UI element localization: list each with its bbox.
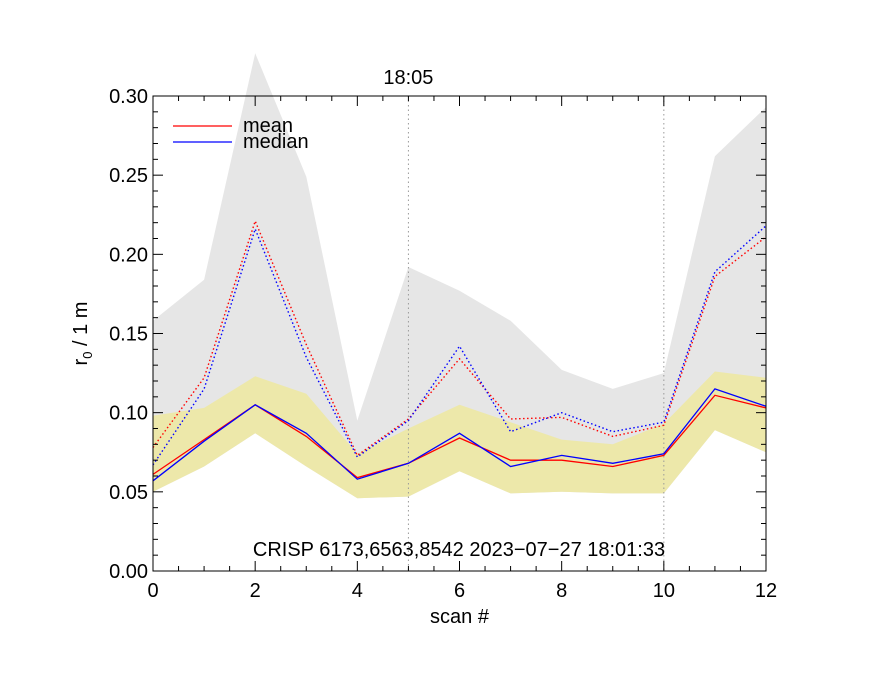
- x-tick-label: 0: [147, 580, 158, 602]
- band-full-range: [153, 53, 766, 499]
- y-axis-label: r0 / 1 m: [70, 302, 95, 366]
- x-tick-label: 4: [352, 580, 363, 602]
- y-tick-label: 0.15: [109, 324, 148, 346]
- y-tick-label: 0.20: [109, 244, 148, 266]
- time-markers: 18:05: [383, 67, 665, 571]
- y-tick-label: 0.30: [109, 86, 148, 108]
- series-line-3: [152, 219, 767, 457]
- x-tick-label: 6: [454, 580, 465, 602]
- x-tick-label: 8: [556, 580, 567, 602]
- y-axis-label-suffix: / 1 m: [70, 302, 92, 352]
- time-marker-label: 18:05: [383, 67, 433, 89]
- y-axis-label-subscript: 0: [80, 352, 95, 359]
- y-tick-label: 0.00: [109, 561, 148, 583]
- observation-annotation: CRISP 6173,6563,8542 2023−07−27 18:01:33: [253, 539, 665, 561]
- y-axis-label-main: r: [70, 358, 92, 365]
- axis-ticks: 0 2 4 6 8 10 12 0.00 0.05 0.10 0.15 0.20 0.25 0.30: [109, 86, 777, 602]
- y-tick-label: 0.25: [109, 165, 148, 187]
- x-axis-label: scan #: [430, 606, 490, 628]
- legend-label-median: median: [243, 131, 309, 153]
- x-tick-label: 2: [250, 580, 261, 602]
- y-tick-label: 0.10: [109, 403, 148, 425]
- y-tick-label: 0.05: [109, 482, 148, 504]
- legend-label-mean: mean: [243, 115, 293, 137]
- series-lines: [152, 219, 767, 482]
- x-tick-label: 10: [653, 580, 675, 602]
- series-line-2: [152, 388, 767, 482]
- x-tick-label: 12: [755, 580, 777, 602]
